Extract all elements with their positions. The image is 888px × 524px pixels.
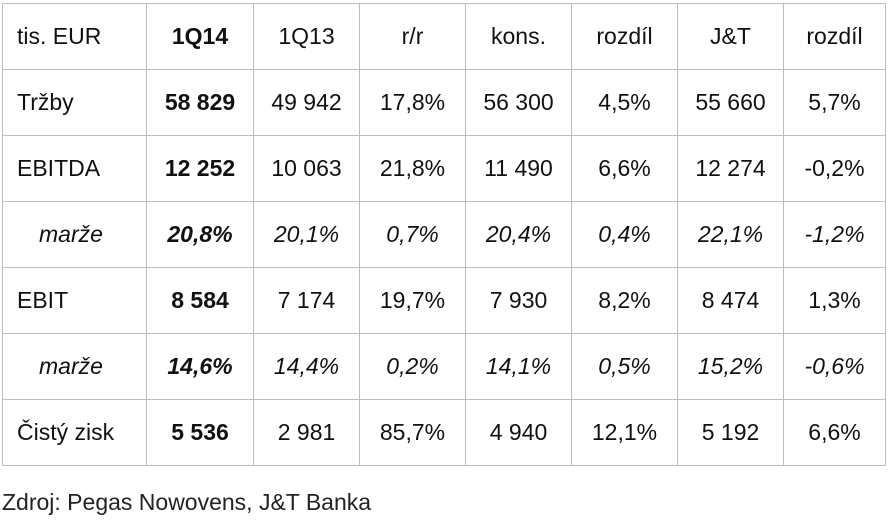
table-cell: 4,5% <box>571 69 678 136</box>
table-cell: 20,1% <box>253 201 360 268</box>
table-cell: 20,8% <box>146 201 254 268</box>
table-cell: 12,1% <box>571 399 678 466</box>
table-cell: 15,2% <box>677 333 784 400</box>
table-cell: 22,1% <box>677 201 784 268</box>
row-label: marže <box>2 201 147 268</box>
table-row: Tržby 58 829 49 942 17,8% 56 300 4,5% 55… <box>2 69 886 136</box>
row-label: EBITDA <box>2 135 147 202</box>
table-cell: 7 174 <box>253 267 360 334</box>
source-note: Zdroj: Pegas Nowovens, J&T Banka <box>2 489 372 515</box>
table-cell: 5 192 <box>677 399 784 466</box>
table-cell: 5 536 <box>146 399 254 466</box>
table-cell: 11 490 <box>465 135 572 202</box>
header-diff-jt: rozdíl <box>783 3 886 70</box>
table-cell: 0,7% <box>359 201 466 268</box>
table-cell: 14,1% <box>465 333 572 400</box>
table-cell: 8,2% <box>571 267 678 334</box>
table-cell: 14,4% <box>253 333 360 400</box>
table-row: marže 20,8% 20,1% 0,7% 20,4% 0,4% 22,1% … <box>2 201 886 268</box>
table-cell: 2 981 <box>253 399 360 466</box>
table-cell: -0,2% <box>783 135 886 202</box>
table-cell: 8 584 <box>146 267 254 334</box>
table-cell: 4 940 <box>465 399 572 466</box>
table-cell: 12 274 <box>677 135 784 202</box>
row-label: marže <box>2 333 147 400</box>
financial-results-table: tis. EUR 1Q14 1Q13 r/r kons. rozdíl J&T … <box>2 3 886 466</box>
header-1q13: 1Q13 <box>253 3 360 70</box>
table-cell: 0,4% <box>571 201 678 268</box>
table-cell: 49 942 <box>253 69 360 136</box>
table-header-row: tis. EUR 1Q14 1Q13 r/r kons. rozdíl J&T … <box>2 3 886 70</box>
header-yoy: r/r <box>359 3 466 70</box>
table-row: EBIT 8 584 7 174 19,7% 7 930 8,2% 8 474 … <box>2 267 886 334</box>
table-cell: 8 474 <box>677 267 784 334</box>
table-row: Čistý zisk 5 536 2 981 85,7% 4 940 12,1%… <box>2 399 886 466</box>
table-cell: 6,6% <box>571 135 678 202</box>
table-row: EBITDA 12 252 10 063 21,8% 11 490 6,6% 1… <box>2 135 886 202</box>
header-unit: tis. EUR <box>2 3 147 70</box>
table-cell: 6,6% <box>783 399 886 466</box>
table-cell: 21,8% <box>359 135 466 202</box>
table-cell: 10 063 <box>253 135 360 202</box>
header-consensus: kons. <box>465 3 572 70</box>
table-cell: 56 300 <box>465 69 572 136</box>
table-cell: 7 930 <box>465 267 572 334</box>
table-cell: -1,2% <box>783 201 886 268</box>
table-cell: 19,7% <box>359 267 466 334</box>
row-label: Čistý zisk <box>2 399 147 466</box>
table-cell: 1,3% <box>783 267 886 334</box>
header-jt-estimate: J&T <box>677 3 784 70</box>
table-cell: 5,7% <box>783 69 886 136</box>
header-1q14: 1Q14 <box>146 3 254 70</box>
table-cell: -0,6% <box>783 333 886 400</box>
table-cell: 58 829 <box>146 69 254 136</box>
row-label: Tržby <box>2 69 147 136</box>
table-cell: 55 660 <box>677 69 784 136</box>
table-row: marže 14,6% 14,4% 0,2% 14,1% 0,5% 15,2% … <box>2 333 886 400</box>
table-cell: 0,5% <box>571 333 678 400</box>
table-cell: 12 252 <box>146 135 254 202</box>
row-label: EBIT <box>2 267 147 334</box>
table-cell: 14,6% <box>146 333 254 400</box>
table-cell: 20,4% <box>465 201 572 268</box>
table-cell: 17,8% <box>359 69 466 136</box>
table-cell: 0,2% <box>359 333 466 400</box>
table-cell: 85,7% <box>359 399 466 466</box>
header-diff-consensus: rozdíl <box>571 3 678 70</box>
